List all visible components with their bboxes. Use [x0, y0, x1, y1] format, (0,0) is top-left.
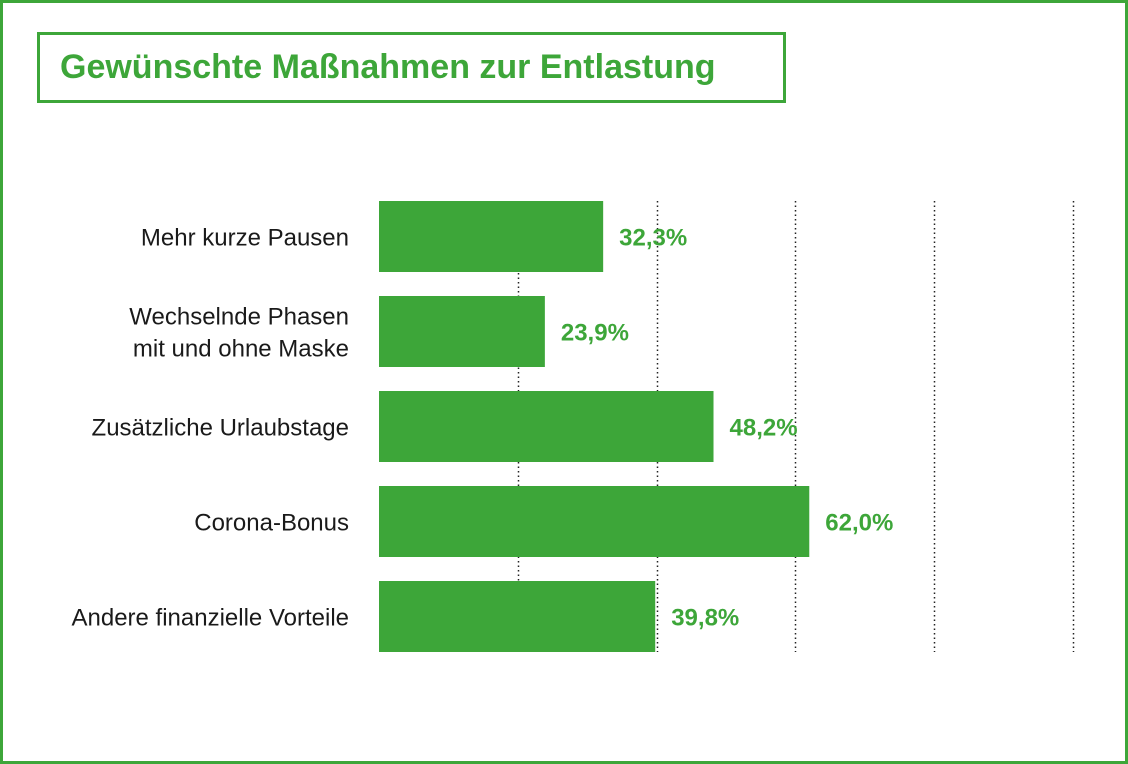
value-label-4: 39,8% — [671, 605, 739, 632]
bars — [379, 201, 810, 652]
value-label-1: 23,9% — [561, 320, 629, 347]
value-label-3: 62,0% — [825, 510, 893, 537]
category-label-3: Corona-Bonus — [194, 510, 349, 537]
category-label-2: Zusätzliche Urlaubstage — [92, 415, 349, 442]
bar-0 — [379, 201, 604, 272]
value-label-0: 32,3% — [619, 225, 687, 252]
category-label-1-line-0: Wechselnde Phasen — [129, 304, 349, 331]
category-label-0: Mehr kurze Pausen — [141, 225, 349, 252]
value-label-2: 48,2% — [730, 415, 798, 442]
value-labels: 32,3% 23,9% 48,2% 62,0% 39,8% — [561, 225, 893, 632]
bar-1 — [379, 296, 545, 367]
bar-3 — [379, 486, 810, 557]
chart-title: Gewünschte Maßnahmen zur Entlastung — [60, 48, 716, 86]
category-label-4: Andere finanzielle Vorteile — [71, 605, 349, 632]
category-labels: Mehr kurze Pausen Wechselnde Phasen mit un… — [71, 225, 349, 632]
title-box: Gewünschte Maßnahmen zur Entlastung — [37, 32, 786, 103]
bar-4 — [379, 581, 656, 652]
bar-2 — [379, 391, 714, 462]
category-label-1-line-1: mit und ohne Maske — [133, 336, 349, 363]
